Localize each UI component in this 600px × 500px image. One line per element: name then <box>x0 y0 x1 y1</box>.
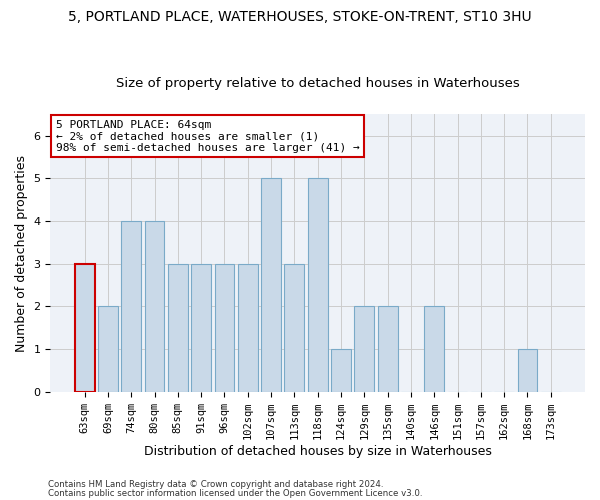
Bar <box>378 306 398 392</box>
Text: 5 PORTLAND PLACE: 64sqm
← 2% of detached houses are smaller (1)
98% of semi-deta: 5 PORTLAND PLACE: 64sqm ← 2% of detached… <box>56 120 359 153</box>
X-axis label: Distribution of detached houses by size in Waterhouses: Distribution of detached houses by size … <box>144 444 491 458</box>
Title: Size of property relative to detached houses in Waterhouses: Size of property relative to detached ho… <box>116 76 520 90</box>
Bar <box>121 221 141 392</box>
Text: Contains HM Land Registry data © Crown copyright and database right 2024.: Contains HM Land Registry data © Crown c… <box>48 480 383 489</box>
Bar <box>191 264 211 392</box>
Bar <box>238 264 257 392</box>
Bar <box>168 264 188 392</box>
Text: Contains public sector information licensed under the Open Government Licence v3: Contains public sector information licen… <box>48 489 422 498</box>
Bar <box>261 178 281 392</box>
Bar <box>355 306 374 392</box>
Text: 5, PORTLAND PLACE, WATERHOUSES, STOKE-ON-TRENT, ST10 3HU: 5, PORTLAND PLACE, WATERHOUSES, STOKE-ON… <box>68 10 532 24</box>
Bar <box>308 178 328 392</box>
Bar <box>145 221 164 392</box>
Bar <box>424 306 444 392</box>
Bar <box>518 349 538 392</box>
Bar <box>215 264 235 392</box>
Bar <box>284 264 304 392</box>
Y-axis label: Number of detached properties: Number of detached properties <box>15 154 28 352</box>
Bar <box>75 264 95 392</box>
Bar <box>98 306 118 392</box>
Bar <box>331 349 351 392</box>
